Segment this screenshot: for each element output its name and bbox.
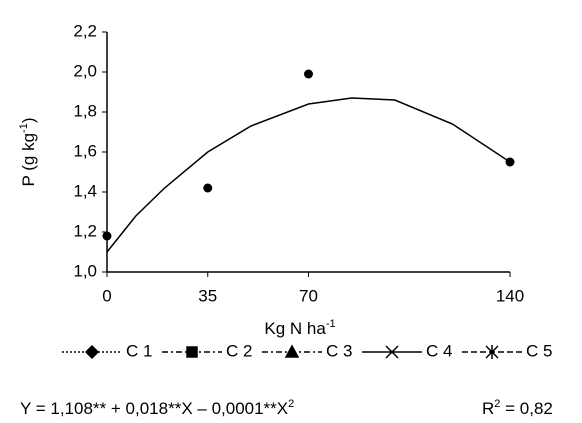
- point: [505, 157, 515, 167]
- legend-label: C 5: [526, 341, 552, 360]
- y-tick-label: 1,6: [73, 141, 97, 160]
- r-squared: R2 = 0,82: [482, 398, 553, 419]
- legend-marker: [186, 346, 198, 358]
- legend-label: C 3: [326, 341, 352, 360]
- legend: C 1 C 2 C 3 C 4 C 5: [62, 341, 552, 360]
- y-tick-label: 1,4: [73, 181, 97, 200]
- x-tick-label: 0: [102, 286, 111, 305]
- y-axis-label: P (g kg-1): [18, 117, 39, 186]
- legend-label: C 2: [226, 341, 252, 360]
- legend-marker: [385, 345, 399, 359]
- legend-marker: [84, 344, 100, 360]
- equation: Y = 1,108** + 0,018**X – 0,0001**X2: [20, 398, 294, 419]
- y-tick-label: 2,0: [73, 61, 97, 80]
- x-tick-label: 70: [299, 286, 318, 305]
- y-tick-label: 1,8: [73, 101, 97, 120]
- y-tick-label: 1,0: [73, 261, 97, 280]
- legend-marker: [284, 344, 300, 358]
- point: [304, 69, 313, 79]
- legend-marker: [485, 345, 499, 359]
- fit-curve: [106, 97, 511, 253]
- y-tick-label: 2,2: [73, 21, 97, 40]
- legend-label: C 4: [426, 341, 452, 360]
- legend-label: C 1: [126, 341, 152, 360]
- x-axis-label: Kg N ha-1: [264, 318, 335, 339]
- y-tick-label: 1,2: [73, 221, 97, 240]
- point: [102, 231, 112, 241]
- point: [203, 183, 213, 193]
- x-tick-label: 140: [496, 286, 524, 305]
- x-tick-label: 35: [198, 286, 217, 305]
